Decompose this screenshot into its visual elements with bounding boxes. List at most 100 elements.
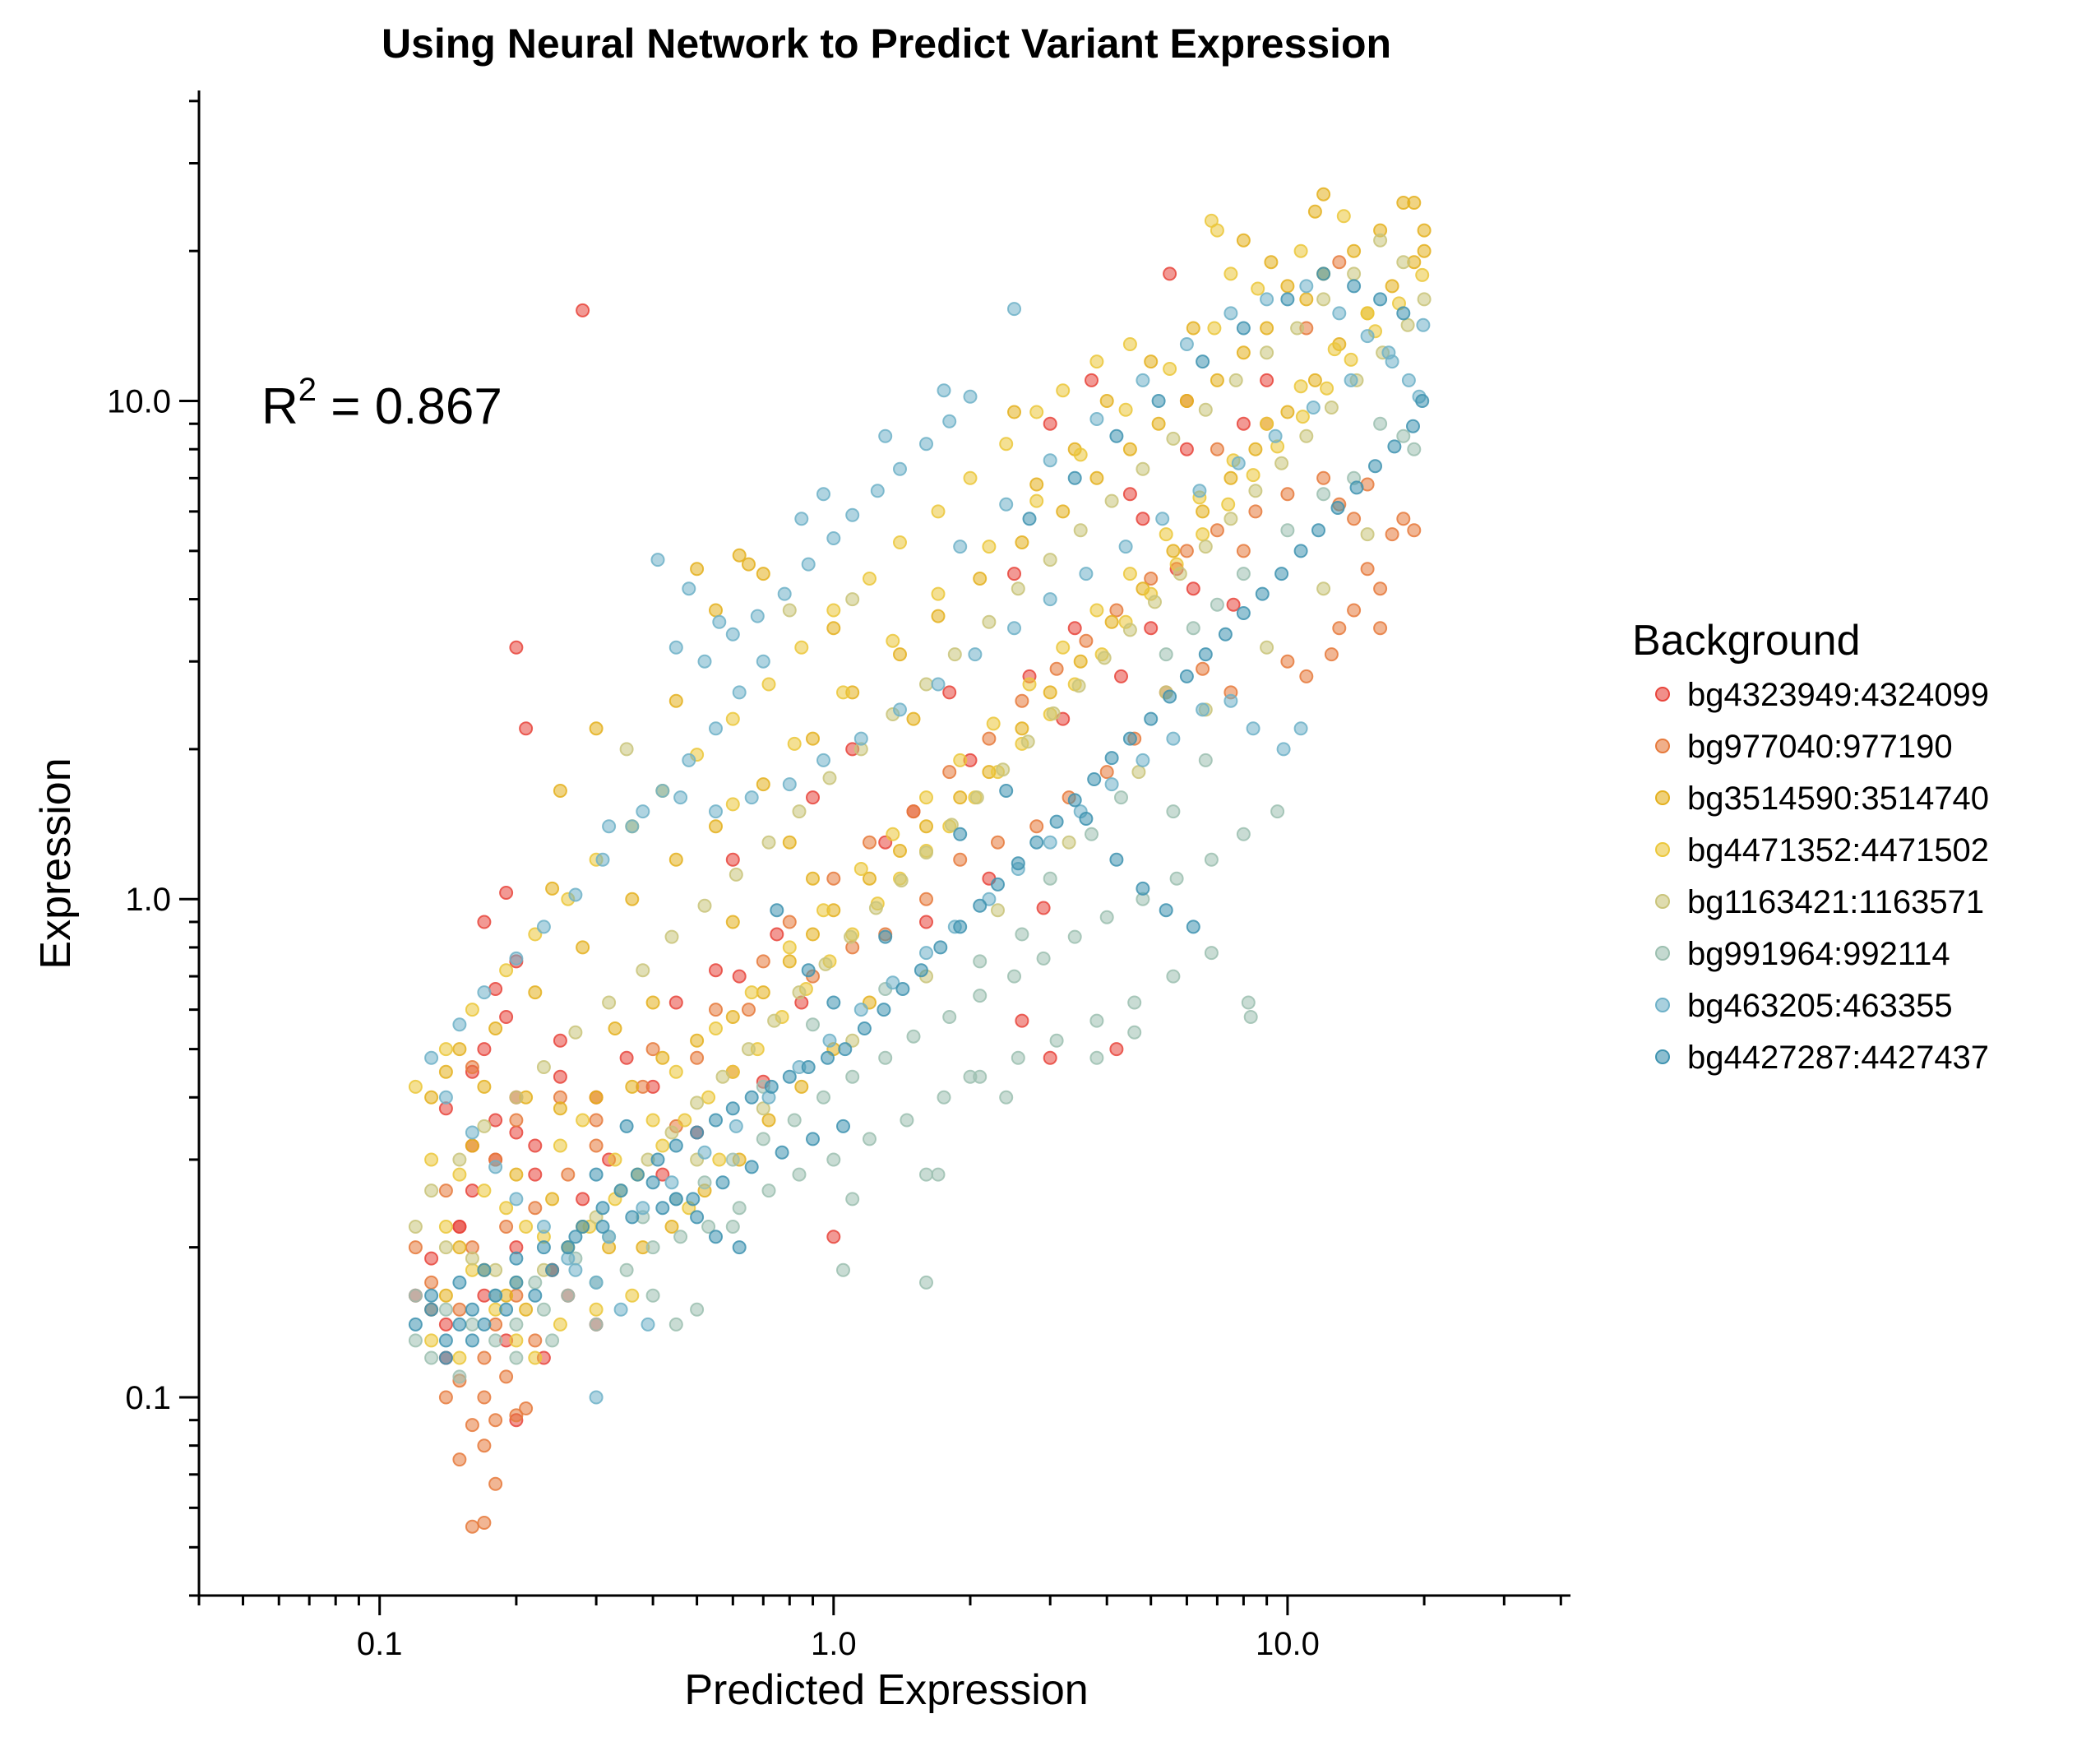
data-point [619,742,634,757]
data-point [1360,527,1375,542]
data-point [1073,654,1088,669]
data-point [568,887,583,902]
data-point [947,647,962,662]
data-point [1260,321,1274,336]
data-point [499,1369,514,1384]
data-point [1280,487,1295,502]
data-point [709,1003,723,1017]
data-point [906,711,921,726]
data-point [953,790,968,805]
data-point [1109,1042,1124,1057]
data-point [408,1317,423,1332]
data-point [1280,292,1295,307]
data-point [528,1288,543,1303]
data-point [1079,812,1094,826]
data-point [668,852,683,867]
data-point [1347,279,1362,294]
data-point [756,954,770,969]
data-point [1231,456,1246,470]
data-point [931,609,946,623]
data-point [1226,597,1241,612]
data-point [528,1138,543,1153]
data-point [1097,651,1112,665]
data-point [822,771,837,785]
data-point [1223,693,1238,708]
data-point [668,1317,683,1332]
data-point [636,1201,650,1216]
data-point [806,927,820,942]
data-point [477,1516,492,1530]
data-point [732,1240,747,1255]
data-point [655,1167,670,1182]
r-squared-prefix: R [261,378,298,435]
data-point [602,995,617,1010]
data-point [744,985,759,1000]
data-point [1122,567,1137,581]
data-point [697,898,712,913]
data-point [1136,461,1150,476]
data-point [1228,373,1243,387]
data-point [1330,501,1345,515]
data-point [919,946,933,961]
data-point [1276,742,1291,757]
data-point [1046,706,1061,720]
data-point [919,1275,933,1290]
data-point [1401,373,1416,387]
data-point [1007,567,1021,581]
data-point [625,892,640,906]
data-point [794,512,809,526]
data-point [1056,504,1071,519]
legend-swatch [1655,998,1670,1012]
data-point [625,1079,640,1094]
data-point [477,1350,492,1365]
data-point [853,1003,868,1017]
data-point [1347,512,1362,526]
data-point [999,784,1014,798]
data-point [750,609,765,623]
data-point [452,1452,467,1467]
data-point [931,504,946,519]
data-point [424,1350,439,1365]
data-point [690,1033,705,1048]
legend-label: bg4323949:4324099 [1687,677,1989,713]
data-point [488,982,503,996]
data-point [919,437,933,452]
data-point [999,1090,1014,1105]
data-point [1192,484,1207,498]
data-point [519,1302,534,1317]
data-point [1210,597,1224,612]
data-point [452,1042,467,1057]
data-point [1196,354,1210,369]
data-point [1087,772,1102,786]
data-point [1163,689,1177,704]
data-point [893,702,907,717]
data-point [906,804,921,819]
legend-swatch [1655,687,1670,702]
data-point [499,1302,514,1317]
data-point [787,736,802,751]
data-point [477,915,492,929]
data-point [477,1042,492,1057]
data-point [709,1021,723,1035]
data-point [1166,544,1181,558]
data-point [1043,871,1057,886]
data-point [553,784,567,798]
data-point [589,1390,604,1405]
data-point [792,804,807,819]
data-point [1415,394,1430,408]
data-point [756,777,770,792]
data-point [1099,394,1114,408]
data-point [1299,292,1314,307]
series-7 [424,279,1431,1405]
data-point [1311,523,1325,538]
data-point [838,1042,853,1057]
data-point [1144,621,1159,636]
data-point [1089,1050,1104,1065]
data-point [1299,279,1314,294]
data-point [701,1090,716,1105]
data-point [536,919,551,934]
data-point [1166,731,1181,746]
data-point [673,1230,688,1244]
data-point [1306,401,1321,415]
data-point [438,1220,453,1234]
